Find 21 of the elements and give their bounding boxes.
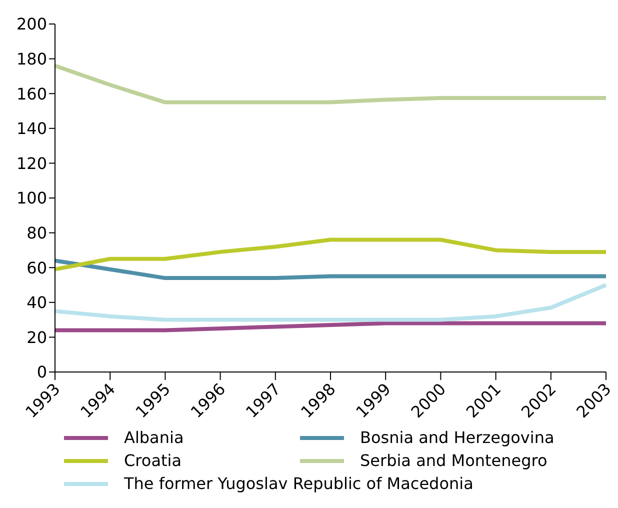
legend-label: Serbia and Montenegro: [360, 451, 548, 470]
y-tick-label: 200: [16, 14, 47, 34]
line-series: [53, 258, 608, 280]
y-tick-label: 60: [26, 258, 47, 278]
legend-label: The former Yugoslav Republic of Macedonia: [124, 474, 474, 493]
line-series: [53, 321, 608, 332]
legend-label: Bosnia and Herzegovina: [360, 428, 554, 447]
y-tick-label: 20: [26, 328, 47, 347]
line-series: [53, 238, 608, 272]
y-tick-label: 100: [16, 188, 47, 208]
legend-label: Croatia: [124, 451, 182, 470]
line-series: [53, 64, 608, 104]
y-tick-label: 40: [26, 293, 47, 312]
y-tick-label: 80: [26, 223, 47, 242]
y-tick-label: 160: [16, 84, 47, 104]
y-tick-label: 180: [16, 49, 47, 68]
legend-label: Albania: [124, 428, 184, 447]
line-series: [53, 283, 608, 322]
y-tick-label: 0: [36, 362, 47, 382]
y-tick-label: 120: [16, 154, 47, 173]
y-tick-label: 140: [16, 119, 47, 138]
